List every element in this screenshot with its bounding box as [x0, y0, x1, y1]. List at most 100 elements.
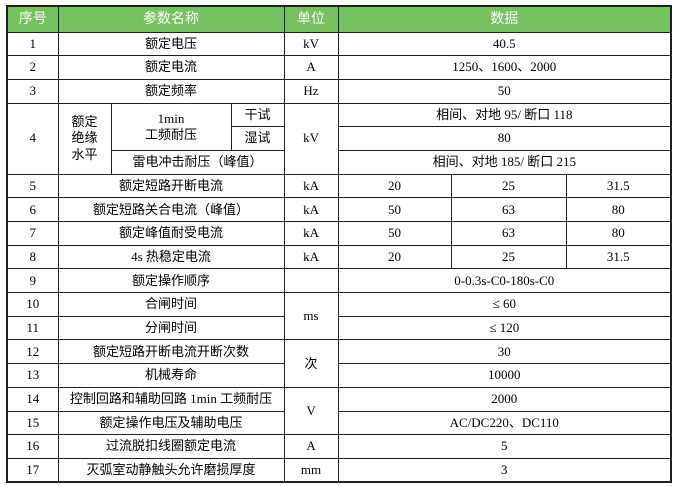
data-cell: 相间、对地 95/ 断口 118 — [337, 102, 672, 128]
header-row: 序号 参数名称 单位 数据 — [6, 5, 672, 33]
param-name-cell: 额定峰值耐受电流 — [57, 221, 285, 246]
power-frequency-line: 1min — [157, 110, 185, 126]
unit-cell: kV — [283, 102, 339, 175]
table-row-11: 11 分闸时间 ≤ 120 — [6, 315, 672, 341]
data-cell-3: 31.5 — [565, 173, 672, 199]
table-row-13: 13 机械寿命 10000 — [6, 363, 672, 388]
data-cell-3: 80 — [565, 197, 672, 222]
param-name-cell: 额定短路开断电流 — [57, 173, 285, 199]
data-cell: 1250、1600、2000 — [337, 55, 672, 80]
param-name-cell: 额定频率 — [57, 78, 285, 104]
serial-cell: 5 — [6, 173, 59, 199]
unit-cell: kV — [283, 31, 339, 57]
data-cell-1: 20 — [337, 173, 452, 199]
serial-cell: 1 — [6, 31, 59, 57]
table-row-17: 17 灭弧室动静触头允许磨损厚度 mm 3 — [6, 457, 672, 483]
data-cell: 50 — [337, 78, 672, 104]
data-cell: ≤ 120 — [337, 315, 672, 341]
unit-cell: Hz — [283, 78, 339, 104]
param-name-cell: 额定电流 — [57, 55, 285, 80]
param-name-cell: 过流脱扣线圈额定电流 — [57, 434, 285, 459]
param-name-cell: 机械寿命 — [57, 363, 285, 388]
header-parameter-name: 参数名称 — [57, 5, 285, 33]
data-cell: 40.5 — [337, 31, 672, 57]
data-cell: 10000 — [337, 363, 672, 388]
serial-cell: 17 — [6, 457, 59, 483]
unit-cell — [283, 268, 339, 294]
param-name-cell: 分闸时间 — [57, 315, 285, 341]
serial-cell: 6 — [6, 197, 59, 222]
serial-cell: 7 — [6, 221, 59, 246]
unit-cell: kA — [283, 244, 339, 270]
data-cell: 相间、对地 185/ 断口 215 — [337, 149, 672, 175]
unit-cell: mm — [283, 457, 339, 483]
table-row-9: 9 额定操作顺序 0-0.3s-C0-180s-C0 — [6, 268, 672, 294]
param-name-cell: 额定电压 — [57, 31, 285, 57]
param-name-cell: 额定操作电压及辅助电压 — [57, 410, 285, 436]
unit-cell: A — [283, 55, 339, 80]
table-row-1: 1 额定电压 kV 40.5 — [6, 31, 672, 57]
data-cell-2: 25 — [450, 173, 567, 199]
wet-test-cell: 湿试 — [230, 126, 285, 151]
unit-cell: kA — [283, 221, 339, 246]
data-cell-2: 63 — [450, 221, 567, 246]
serial-cell: 4 — [6, 102, 59, 175]
param-name-cell: 灭弧室动静触头允许磨损厚度 — [57, 457, 285, 483]
data-cell: 80 — [337, 126, 672, 151]
table-row-8: 8 4s 热稳定电流 kA 20 25 31.5 — [6, 244, 672, 270]
serial-cell: 12 — [6, 339, 59, 365]
param-name-cell: 4s 热稳定电流 — [57, 244, 285, 270]
table-row-15: 15 额定操作电压及辅助电压 AC/DC220、DC110 — [6, 410, 672, 436]
serial-cell: 13 — [6, 363, 59, 388]
table-row-3: 3 额定频率 Hz 50 — [6, 78, 672, 104]
table-row-4-wet: 湿试 80 — [7, 126, 672, 151]
insulation-level-line: 额定 — [71, 114, 98, 130]
table-row-4-dry: 4 额定 绝缘 水平 1min 工频耐压 干试 kV 相间、对地 95/ 断口 … — [6, 102, 672, 175]
param-name-cell: 额定短路关合电流（峰值） — [57, 197, 285, 222]
unit-cell: V — [283, 386, 339, 436]
data-cell: ≤ 60 — [337, 292, 672, 317]
table-row-2: 2 额定电流 A 1250、1600、2000 — [6, 55, 672, 80]
table-row-16: 16 过流脱扣线圈额定电流 A 5 — [6, 434, 672, 459]
table-row-10: 10 合闸时间 ms ≤ 60 — [6, 292, 672, 341]
unit-cell: ms — [283, 292, 339, 341]
table-row-7: 7 额定峰值耐受电流 kA 50 63 80 — [6, 221, 672, 246]
header-data: 数据 — [337, 5, 672, 33]
data-cell-2: 63 — [450, 197, 567, 222]
serial-cell: 11 — [6, 315, 59, 341]
table-row-4-lightning: 雷电冲击耐压（峰值） 相间、对地 185/ 断口 215 — [7, 149, 672, 175]
data-cell-3: 31.5 — [565, 244, 672, 270]
power-frequency-withstand-cell: 1min 工频耐压 — [110, 102, 232, 151]
unit-cell: kA — [283, 197, 339, 222]
serial-cell: 16 — [6, 434, 59, 459]
data-cell-1: 50 — [337, 197, 452, 222]
serial-cell: 3 — [6, 78, 59, 104]
data-cell: 30 — [337, 339, 672, 365]
insulation-level-line: 水平 — [71, 146, 98, 162]
serial-cell: 9 — [6, 268, 59, 294]
power-frequency-line: 工频耐压 — [144, 126, 197, 142]
insulation-level-cell: 额定 绝缘 水平 — [57, 102, 112, 175]
unit-cell: 次 — [283, 339, 339, 388]
data-cell: 5 — [337, 434, 672, 459]
data-cell: 2000 — [337, 386, 672, 412]
insulation-level-line: 绝缘 — [71, 130, 98, 146]
data-cell: 0-0.3s-C0-180s-C0 — [337, 268, 672, 294]
table-row-14: 14 控制回路和辅助回路 1min 工频耐压 V 2000 — [6, 386, 672, 436]
data-cell: 3 — [337, 457, 672, 483]
header-unit: 单位 — [283, 5, 339, 33]
dry-test-cell: 干试 — [230, 102, 285, 128]
unit-cell: A — [283, 434, 339, 459]
data-cell-3: 80 — [565, 221, 672, 246]
unit-cell: kA — [283, 173, 339, 199]
spec-table: 序号 参数名称 单位 数据 1 额定电压 kV 40.5 2 额定电流 A 12… — [6, 5, 673, 484]
serial-cell: 10 — [6, 292, 59, 317]
header-serial-number: 序号 — [6, 5, 59, 33]
serial-cell: 15 — [6, 410, 59, 436]
serial-cell: 14 — [6, 386, 59, 412]
param-name-cell: 合闸时间 — [57, 292, 285, 317]
data-cell-1: 50 — [337, 221, 452, 246]
data-cell: AC/DC220、DC110 — [337, 410, 672, 436]
serial-cell: 2 — [6, 55, 59, 80]
